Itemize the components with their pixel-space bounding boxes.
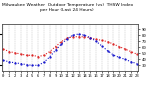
Text: Milwaukee Weather  Outdoor Temperature (vs)  THSW Index per Hour (Last 24 Hours): Milwaukee Weather Outdoor Temperature (v…	[2, 3, 133, 12]
